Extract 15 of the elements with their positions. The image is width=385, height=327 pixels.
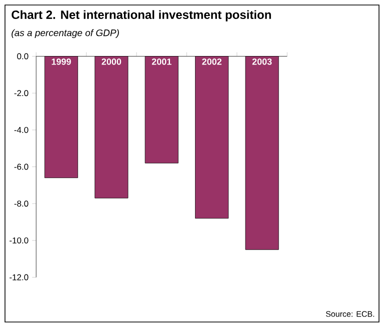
- source-note: Source: ECB.: [326, 311, 374, 317]
- x-tick-label: 1999: [52, 58, 71, 65]
- x-tick-label: 2002: [202, 58, 222, 65]
- y-tick-label: -12.0: [10, 274, 28, 280]
- y-tick-label: -6.0: [14, 164, 28, 170]
- y-tick-label: -2.0: [14, 90, 28, 96]
- chart-title: Chart 2. Net international investment position: [12, 10, 271, 22]
- x-tick-label: 2003: [252, 58, 272, 65]
- y-tick-label: -10.0: [10, 237, 28, 244]
- y-tick-label: -4.0: [14, 126, 28, 133]
- chart-subtitle: (as a percentage of GDP): [12, 29, 119, 38]
- x-tick-label: 2001: [152, 58, 172, 65]
- y-tick-label: -8.0: [14, 200, 28, 207]
- y-tick-label: 0.0: [17, 53, 28, 60]
- x-tick-label: 2000: [102, 58, 122, 65]
